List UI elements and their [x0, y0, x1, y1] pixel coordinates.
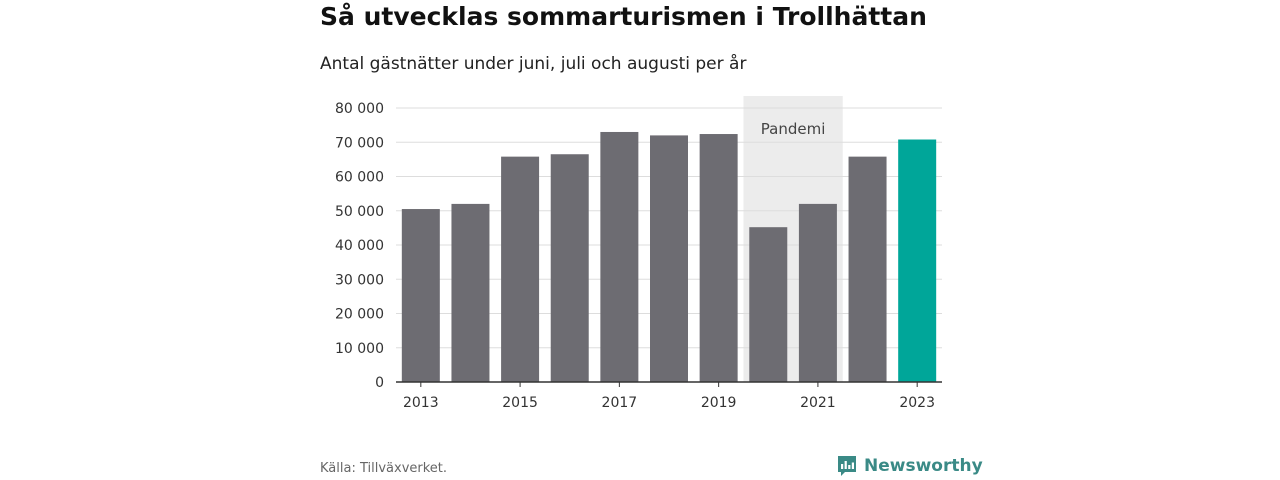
y-tick-label: 60 000: [335, 170, 384, 186]
y-tick-label: 80 000: [335, 101, 384, 117]
bar-2016: [550, 154, 589, 382]
y-tick-label: 40 000: [335, 238, 384, 254]
bar-2017: [600, 131, 639, 382]
x-tick-label: 2019: [701, 395, 737, 411]
x-tick-label: 2023: [899, 395, 935, 411]
bar-2018: [650, 135, 688, 382]
y-tick-label: 70 000: [335, 135, 384, 151]
bar-2021: [798, 203, 837, 382]
y-tick-label: 50 000: [335, 204, 384, 220]
y-tick-label: 30 000: [335, 272, 384, 288]
pandemic-label: Pandemi: [761, 120, 826, 138]
y-tick-label: 20 000: [335, 307, 384, 323]
x-tick-label: 2021: [800, 395, 836, 411]
brand-logo: Newsworthy: [836, 454, 983, 478]
y-tick-label: 0: [375, 375, 384, 391]
chart-title: Så utvecklas sommarturismen i Trollhätta…: [320, 2, 927, 31]
bar-2014: [451, 203, 490, 382]
brand-name: Newsworthy: [864, 456, 983, 476]
bar-2015: [501, 156, 540, 382]
newsworthy-logo-icon: [838, 456, 856, 476]
x-tick-label: 2015: [502, 395, 538, 411]
x-tick-label: 2017: [602, 395, 638, 411]
bar-2020: [749, 227, 788, 382]
bar-2022: [848, 156, 887, 382]
bar-2023: [898, 139, 937, 382]
source-note: Källa: Tillväxverket.: [320, 461, 448, 476]
bar-2013: [401, 209, 440, 382]
x-tick-label: 2013: [403, 395, 439, 411]
y-tick-label: 10 000: [335, 341, 384, 357]
bar-2019: [699, 134, 738, 382]
chart-subtitle: Antal gästnätter under juni, juli och au…: [320, 54, 747, 74]
